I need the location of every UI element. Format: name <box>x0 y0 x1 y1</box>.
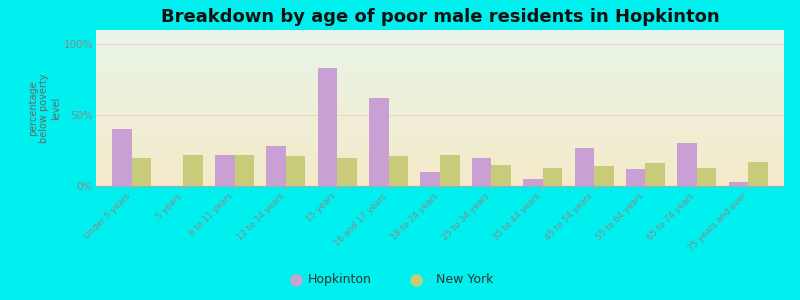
Text: Hopkinton: Hopkinton <box>308 273 372 286</box>
Bar <box>369 98 389 186</box>
Bar <box>266 146 286 186</box>
Bar <box>421 172 440 186</box>
Bar <box>318 68 338 186</box>
Bar <box>697 168 716 186</box>
Bar <box>491 165 511 186</box>
Bar <box>646 163 665 186</box>
Bar <box>183 155 202 186</box>
Bar <box>542 168 562 186</box>
Bar <box>286 156 306 186</box>
Bar <box>215 155 234 186</box>
Bar <box>574 148 594 186</box>
Bar <box>748 162 767 186</box>
Bar <box>338 158 357 186</box>
Bar <box>234 155 254 186</box>
Bar <box>523 179 542 186</box>
Bar <box>626 169 646 186</box>
Y-axis label: percentage
below poverty
level: percentage below poverty level <box>28 73 61 143</box>
Bar <box>472 158 491 186</box>
Bar <box>113 129 132 186</box>
Bar <box>389 156 408 186</box>
Bar <box>440 155 459 186</box>
Bar <box>132 158 151 186</box>
Title: Breakdown by age of poor male residents in Hopkinton: Breakdown by age of poor male residents … <box>161 8 719 26</box>
Text: New York: New York <box>436 273 494 286</box>
Bar <box>729 182 748 186</box>
Bar <box>594 166 614 186</box>
Bar <box>678 143 697 186</box>
